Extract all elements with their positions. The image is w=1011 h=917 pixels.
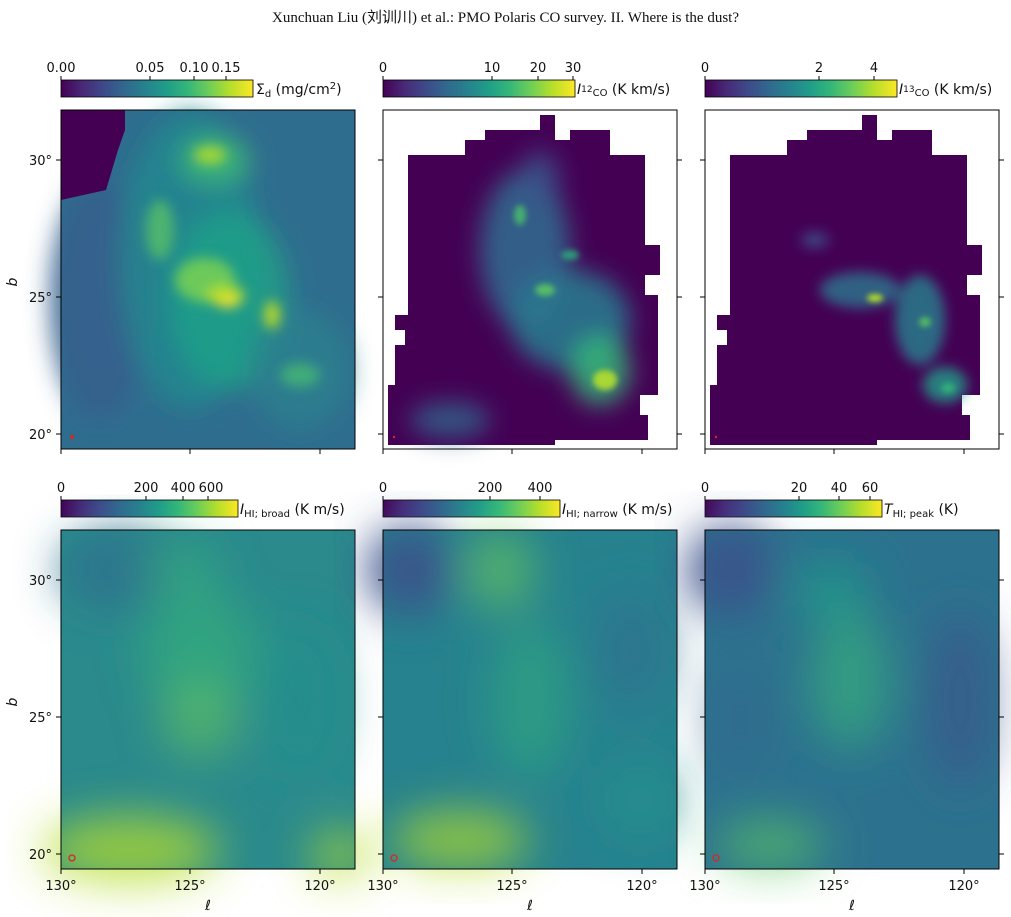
colorbar-hi-peak bbox=[704, 499, 883, 518]
panel-dust: 0.00 0.05 0.10 0.15 Σd (mg/cm2) bbox=[47, 61, 356, 450]
panel-hi-broad: 0 200 400 600 IHI; broad (K m/s) bbox=[40, 481, 370, 885]
colorbar-tick: 600 bbox=[199, 481, 224, 496]
map-co13-filaments bbox=[867, 294, 955, 393]
colorbar-ticks-dust: 0.00 0.05 0.10 0.15 bbox=[47, 61, 241, 80]
colorbar-label-co12: I12CO (K km/s) bbox=[577, 82, 670, 99]
x-tick-label: 125° bbox=[818, 879, 849, 894]
colorbar-tick: 20 bbox=[791, 481, 808, 496]
colorbar-ticks-hi-broad: 0 200 400 600 bbox=[57, 481, 224, 500]
x-tick-labels: 130° 125° 120° 130° 125° 120° 130° 125° … bbox=[45, 879, 979, 894]
x-tick-label: 130° bbox=[367, 879, 398, 894]
panel-co12: 0 10 20 30 I12CO (K km/s) bbox=[379, 61, 678, 450]
colorbar-tick: 0 bbox=[379, 61, 387, 76]
map-dust-empty-corner bbox=[61, 110, 125, 200]
x-axis-label: ℓ bbox=[526, 898, 533, 914]
colorbar-dust bbox=[60, 79, 254, 98]
x-tick-label: 130° bbox=[689, 879, 720, 894]
beam-marker bbox=[390, 854, 398, 862]
x-axis-label: ℓ bbox=[848, 898, 855, 914]
y-tick-label: 30° bbox=[29, 574, 52, 589]
x-tick-label: 120° bbox=[626, 879, 657, 894]
colorbar-tick: 0 bbox=[701, 481, 709, 496]
colorbar-tick: 40 bbox=[831, 481, 848, 496]
map-co12-emission bbox=[410, 150, 630, 438]
beam-marker bbox=[70, 435, 74, 439]
colorbar-co12 bbox=[382, 79, 576, 98]
x-axis-labels: ℓ ℓ ℓ bbox=[204, 898, 855, 914]
panel-hi-narrow: 0 200 400 IHI; narrow (K m/s) bbox=[365, 481, 680, 870]
colorbar-tick: 400 bbox=[171, 481, 196, 496]
colorbar-label-dust: Σd (mg/cm2) bbox=[256, 81, 342, 100]
colorbar-tick: 400 bbox=[528, 481, 553, 496]
colorbar-tick: 10 bbox=[484, 61, 501, 76]
colorbar-tick: 4 bbox=[870, 61, 878, 76]
y-tick-labels: 30° 25° 20° 30° 25° 20° bbox=[29, 154, 52, 863]
beam-marker bbox=[392, 435, 396, 439]
colorbar-tick: 0.15 bbox=[212, 61, 241, 76]
tick-marks bbox=[56, 159, 1004, 874]
colorbar-ticks-hi-narrow: 0 200 400 bbox=[379, 481, 553, 500]
colorbar-tick: 200 bbox=[134, 481, 159, 496]
colorbar-ticks-hi-peak: 0 20 40 60 bbox=[701, 481, 878, 500]
colorbar-label-hi-narrow: IHI; narrow (K m/s) bbox=[562, 502, 672, 520]
colorbar-co13 bbox=[704, 79, 898, 98]
y-tick-label: 25° bbox=[29, 291, 52, 306]
x-tick-label: 130° bbox=[45, 879, 76, 894]
panel-co13: 0 2 4 I13CO (K km/s) bbox=[701, 61, 1000, 450]
x-tick-label: 125° bbox=[174, 879, 205, 894]
colorbar-ticks-co13: 0 2 4 bbox=[701, 61, 878, 80]
colorbar-label-co13: I13CO (K km/s) bbox=[899, 82, 992, 99]
colorbar-tick: 0.00 bbox=[47, 61, 76, 76]
y-tick-label: 30° bbox=[29, 154, 52, 169]
colorbar-tick: 2 bbox=[815, 61, 823, 76]
colorbar-label-hi-broad: IHI; broad (K m/s) bbox=[240, 502, 345, 520]
beam-marker bbox=[714, 435, 718, 439]
colorbar-tick: 20 bbox=[530, 61, 547, 76]
y-tick-label: 25° bbox=[29, 711, 52, 726]
map-dust-filaments bbox=[146, 146, 320, 387]
colorbar-tick: 30 bbox=[565, 61, 582, 76]
map-hi-peak-emission bbox=[685, 525, 995, 870]
x-tick-label: 125° bbox=[496, 879, 527, 894]
colorbar-label-hi-peak: THI; peak (K) bbox=[884, 502, 959, 520]
y-axis-label-bottom: b bbox=[5, 697, 21, 706]
running-head: Xunchuan Liu (刘训川) et al.: PMO Polaris C… bbox=[272, 10, 739, 26]
panel-hi-peak: 0 20 40 60 THI; peak (K) bbox=[685, 481, 1000, 870]
map-hi-narrow-emission bbox=[365, 525, 680, 870]
colorbar-tick: 0 bbox=[57, 481, 65, 496]
colorbar-tick: 0 bbox=[701, 61, 709, 76]
y-tick-label: 20° bbox=[29, 428, 52, 443]
colorbar-hi-narrow bbox=[382, 499, 561, 518]
colorbar-tick: 200 bbox=[478, 481, 503, 496]
beam-marker bbox=[712, 854, 720, 862]
y-axis-label-top: b bbox=[5, 277, 21, 286]
colorbar-ticks-co12: 0 10 20 30 bbox=[379, 61, 581, 80]
map-hi-broad-emission bbox=[40, 530, 370, 885]
colorbar-tick: 60 bbox=[862, 481, 879, 496]
colorbar-hi-broad bbox=[60, 499, 239, 518]
beam-marker bbox=[68, 854, 76, 862]
colorbar-tick: 0 bbox=[379, 481, 387, 496]
colorbar-tick: 0.10 bbox=[180, 61, 209, 76]
x-tick-label: 120° bbox=[948, 879, 979, 894]
y-tick-label: 20° bbox=[29, 848, 52, 863]
colorbar-tick: 0.05 bbox=[136, 61, 165, 76]
map-co12-filaments bbox=[514, 205, 617, 390]
x-axis-label: ℓ bbox=[204, 898, 211, 914]
x-tick-label: 120° bbox=[304, 879, 335, 894]
